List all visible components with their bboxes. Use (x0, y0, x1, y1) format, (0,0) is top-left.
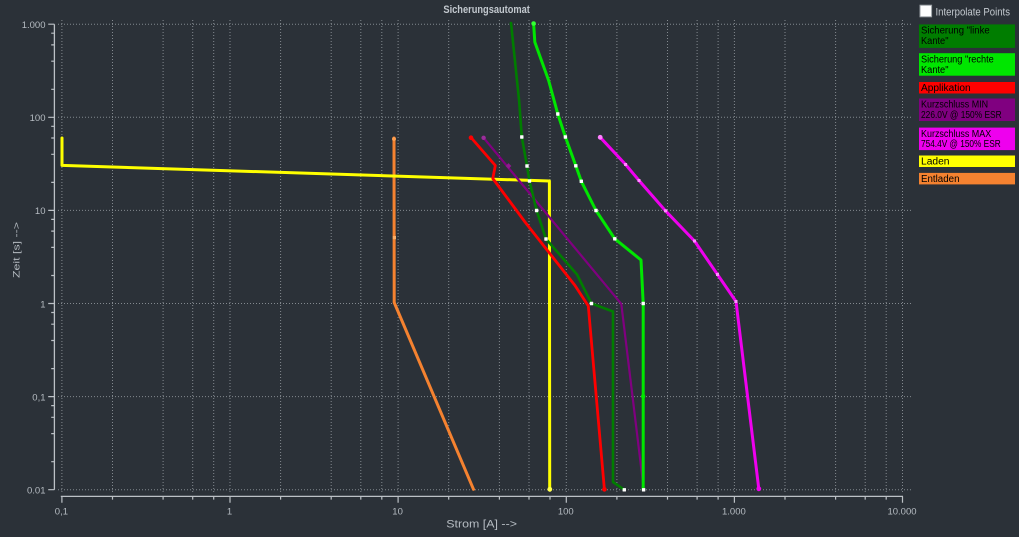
svg-text:1: 1 (227, 507, 232, 518)
svg-text:Sicherungsautomat: Sicherungsautomat (443, 4, 530, 16)
svg-text:Interpolate Points: Interpolate Points (936, 6, 1011, 18)
svg-text:1.000: 1.000 (722, 507, 746, 518)
svg-text:Kante": Kante" (921, 65, 949, 76)
svg-text:754.4V @ 150% ESR: 754.4V @ 150% ESR (921, 139, 1001, 150)
svg-text:Kurzschluss MIN: Kurzschluss MIN (921, 100, 988, 111)
svg-text:100: 100 (558, 507, 574, 518)
svg-text:Applikation: Applikation (921, 83, 971, 94)
svg-text:Sicherung "linke: Sicherung "linke (921, 26, 990, 37)
svg-text:226.0V @ 150% ESR: 226.0V @ 150% ESR (921, 110, 1002, 121)
svg-text:0.01: 0.01 (27, 486, 46, 497)
svg-text:Kurzschluss MAX: Kurzschluss MAX (921, 129, 991, 140)
svg-text:Laden: Laden (921, 157, 950, 168)
svg-text:10.000: 10.000 (887, 507, 916, 518)
svg-text:Strom [A] -->: Strom [A] --> (446, 518, 517, 530)
svg-text:0,1: 0,1 (55, 507, 68, 518)
svg-text:Kante": Kante" (921, 36, 949, 47)
svg-text:Zeit [s] -->: Zeit [s] --> (12, 221, 23, 278)
svg-text:1: 1 (40, 299, 45, 310)
svg-text:Sicherung "rechte: Sicherung "rechte (921, 54, 994, 65)
svg-text:100: 100 (30, 113, 46, 124)
svg-text:10: 10 (392, 507, 403, 518)
svg-text:Entladen: Entladen (921, 174, 960, 185)
svg-text:1.000: 1.000 (22, 20, 46, 31)
svg-text:0,1: 0,1 (32, 392, 45, 403)
svg-text:10: 10 (35, 206, 46, 217)
